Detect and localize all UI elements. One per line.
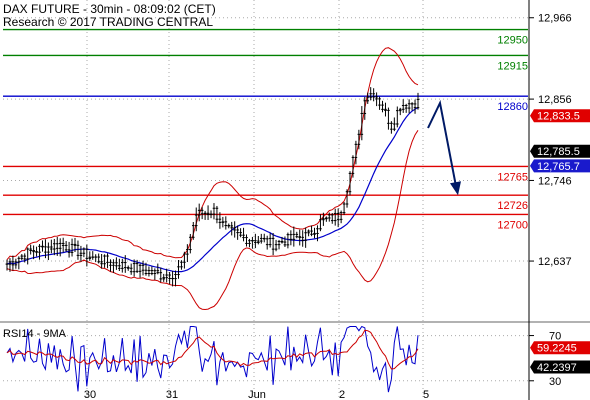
x-tick-label: 31 xyxy=(166,389,178,400)
price-tag-12,785.5: 12,785.5 xyxy=(537,146,580,158)
level-label-12765: 12765 xyxy=(497,171,528,183)
price-tag-12,833.5-bg xyxy=(530,109,590,123)
chart-credit: Research © 2017 TRADING CENTRAL xyxy=(3,15,214,29)
rsi-tag-59.2245: 59.2245 xyxy=(537,343,577,355)
x-tick-label: 30 xyxy=(84,389,96,400)
price-tick-label: 12,637 xyxy=(538,256,572,268)
price-grid xyxy=(3,0,528,400)
x-tick-label: 2 xyxy=(339,389,345,400)
price-tick-label: 12,746 xyxy=(538,175,572,187)
rsi-tick-label: 70 xyxy=(549,331,561,343)
price-tick-label: 12,856 xyxy=(538,94,572,106)
level-lines: 12950 12915 12860 12765 12726 12700 xyxy=(3,28,528,231)
forecast-arrow-head xyxy=(450,181,461,196)
level-label-12915: 12915 xyxy=(497,60,528,72)
candles xyxy=(5,87,420,287)
rsi-tick-label: 30 xyxy=(549,376,561,388)
level-label-12700: 12700 xyxy=(497,219,528,231)
forecast-arrow-line xyxy=(427,99,457,187)
rsi-ma-line xyxy=(6,329,419,370)
level-label-12950: 12950 xyxy=(497,35,528,47)
price-tag-12,765.7-bg xyxy=(530,159,590,173)
price-tag-12,765.7: 12,765.7 xyxy=(537,161,580,173)
chart-title: DAX FUTURE - 30min - 08:09:02 (CET) xyxy=(3,2,216,16)
axes: 12,966 12,856 12,746 12,637 70 30 30 31 Jun 2 5 xyxy=(84,0,572,400)
x-tick-label: 5 xyxy=(423,389,429,400)
level-label-12860: 12860 xyxy=(497,101,528,113)
rsi-tag-59.2245-bg xyxy=(530,341,590,355)
rsi-line xyxy=(6,325,419,393)
rsi-tag-42.2397: 42.2397 xyxy=(537,362,577,374)
x-tick-label: Jun xyxy=(248,389,266,400)
price-series xyxy=(6,47,461,311)
price-tick-label: 12,966 xyxy=(538,13,572,25)
rsi-tag-42.2397-bg xyxy=(530,360,590,374)
bollinger-lower-line xyxy=(6,130,419,311)
level-label-12726: 12726 xyxy=(497,200,528,212)
price-tag-12,833.5: 12,833.5 xyxy=(537,111,580,123)
price-tags: 12,833.5 12,785.5 12,765.7 59.2245 42.2397 xyxy=(530,109,590,374)
rsi-series: RSI14 - 9MA xyxy=(0,321,590,393)
price-tag-12,785.5-bg xyxy=(530,144,590,158)
rsi-title: RSI14 - 9MA xyxy=(3,328,67,340)
